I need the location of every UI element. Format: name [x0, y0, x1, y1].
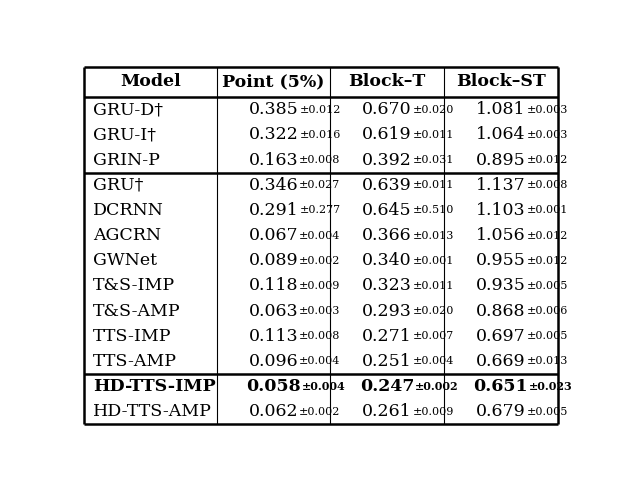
Text: ±0.006: ±0.006: [526, 306, 568, 316]
Text: 0.366: 0.366: [362, 227, 412, 244]
Text: ±0.005: ±0.005: [526, 407, 568, 417]
Text: ±0.004: ±0.004: [413, 356, 454, 366]
Text: 0.645: 0.645: [362, 202, 412, 219]
Text: GRU-D†: GRU-D†: [93, 101, 163, 118]
Text: ±0.002: ±0.002: [415, 381, 459, 392]
Text: ±0.013: ±0.013: [526, 356, 568, 366]
Text: ±0.277: ±0.277: [299, 206, 341, 215]
Text: Block–ST: Block–ST: [456, 73, 546, 90]
Text: ±0.003: ±0.003: [526, 130, 568, 140]
Text: GWNet: GWNet: [93, 252, 156, 269]
Text: ±0.008: ±0.008: [526, 180, 568, 191]
Text: 0.271: 0.271: [362, 328, 412, 345]
Text: GRU-I†: GRU-I†: [93, 126, 156, 143]
Text: 0.058: 0.058: [246, 378, 300, 395]
Text: 0.385: 0.385: [249, 101, 299, 118]
Text: 0.118: 0.118: [249, 278, 298, 295]
Text: 0.261: 0.261: [362, 403, 412, 420]
Text: ±0.003: ±0.003: [299, 306, 341, 316]
Text: 0.062: 0.062: [249, 403, 298, 420]
Text: DCRNN: DCRNN: [93, 202, 163, 219]
Text: ±0.008: ±0.008: [299, 331, 341, 341]
Text: 0.322: 0.322: [249, 126, 299, 143]
Text: ±0.003: ±0.003: [526, 105, 568, 115]
Text: GRIN-P: GRIN-P: [93, 152, 160, 169]
Text: 0.619: 0.619: [362, 126, 412, 143]
Text: ±0.002: ±0.002: [299, 407, 341, 417]
Text: 0.251: 0.251: [362, 353, 412, 370]
Text: ±0.012: ±0.012: [526, 231, 568, 241]
Text: GRU†: GRU†: [93, 177, 143, 194]
Text: ±0.005: ±0.005: [526, 331, 568, 341]
Text: ±0.008: ±0.008: [299, 155, 341, 165]
Text: 0.651: 0.651: [473, 378, 528, 395]
Text: 0.697: 0.697: [476, 328, 526, 345]
Text: ±0.011: ±0.011: [413, 180, 454, 191]
Text: TTS-AMP: TTS-AMP: [93, 353, 177, 370]
Text: ±0.013: ±0.013: [413, 231, 454, 241]
Text: 0.340: 0.340: [362, 252, 412, 269]
Text: 0.639: 0.639: [362, 177, 412, 194]
Text: ±0.011: ±0.011: [413, 130, 454, 140]
Text: 1.137: 1.137: [476, 177, 526, 194]
Text: 0.895: 0.895: [476, 152, 526, 169]
Text: 1.064: 1.064: [476, 126, 525, 143]
Text: 0.163: 0.163: [249, 152, 298, 169]
Text: 0.868: 0.868: [476, 303, 525, 320]
Text: AGCRN: AGCRN: [93, 227, 161, 244]
Text: 0.063: 0.063: [249, 303, 298, 320]
Text: T&S-IMP: T&S-IMP: [93, 278, 175, 295]
Text: ±0.011: ±0.011: [413, 281, 454, 291]
Text: 0.293: 0.293: [362, 303, 412, 320]
Text: ±0.510: ±0.510: [413, 206, 454, 215]
Text: 0.067: 0.067: [249, 227, 298, 244]
Text: Point (5%): Point (5%): [222, 73, 325, 90]
Text: 0.291: 0.291: [249, 202, 299, 219]
Text: ±0.009: ±0.009: [413, 407, 454, 417]
Text: ±0.023: ±0.023: [529, 381, 573, 392]
Text: ±0.007: ±0.007: [413, 331, 454, 341]
Text: 0.955: 0.955: [476, 252, 526, 269]
Text: HD-TTS-AMP: HD-TTS-AMP: [93, 403, 212, 420]
Text: ±0.031: ±0.031: [413, 155, 454, 165]
Text: 0.323: 0.323: [362, 278, 412, 295]
Text: 0.935: 0.935: [476, 278, 526, 295]
Text: ±0.012: ±0.012: [526, 155, 568, 165]
Text: 0.113: 0.113: [249, 328, 298, 345]
Text: 0.247: 0.247: [360, 378, 414, 395]
Text: ±0.004: ±0.004: [302, 381, 346, 392]
Text: ±0.012: ±0.012: [526, 256, 568, 266]
Text: ±0.009: ±0.009: [299, 281, 341, 291]
Text: ±0.001: ±0.001: [413, 256, 454, 266]
Text: Block–T: Block–T: [349, 73, 426, 90]
Text: ±0.005: ±0.005: [526, 281, 568, 291]
Text: 0.669: 0.669: [476, 353, 526, 370]
Text: 0.089: 0.089: [249, 252, 298, 269]
Text: 1.103: 1.103: [476, 202, 526, 219]
Text: 0.096: 0.096: [249, 353, 298, 370]
Text: ±0.020: ±0.020: [413, 105, 454, 115]
Text: ±0.020: ±0.020: [413, 306, 454, 316]
Text: ±0.002: ±0.002: [299, 256, 341, 266]
Text: TTS-IMP: TTS-IMP: [93, 328, 172, 345]
Text: T&S-AMP: T&S-AMP: [93, 303, 180, 320]
Text: ±0.012: ±0.012: [299, 105, 341, 115]
Text: 0.679: 0.679: [476, 403, 526, 420]
Text: 0.670: 0.670: [362, 101, 412, 118]
Text: ±0.027: ±0.027: [299, 180, 341, 191]
Text: Model: Model: [120, 73, 181, 90]
Text: 0.346: 0.346: [249, 177, 298, 194]
Text: HD-TTS-IMP: HD-TTS-IMP: [93, 378, 215, 395]
Text: ±0.001: ±0.001: [526, 206, 568, 215]
Text: ±0.016: ±0.016: [299, 130, 341, 140]
Text: ±0.004: ±0.004: [299, 231, 341, 241]
Text: 1.081: 1.081: [476, 101, 525, 118]
Text: 0.392: 0.392: [362, 152, 412, 169]
Text: ±0.004: ±0.004: [299, 356, 341, 366]
Text: 1.056: 1.056: [476, 227, 526, 244]
